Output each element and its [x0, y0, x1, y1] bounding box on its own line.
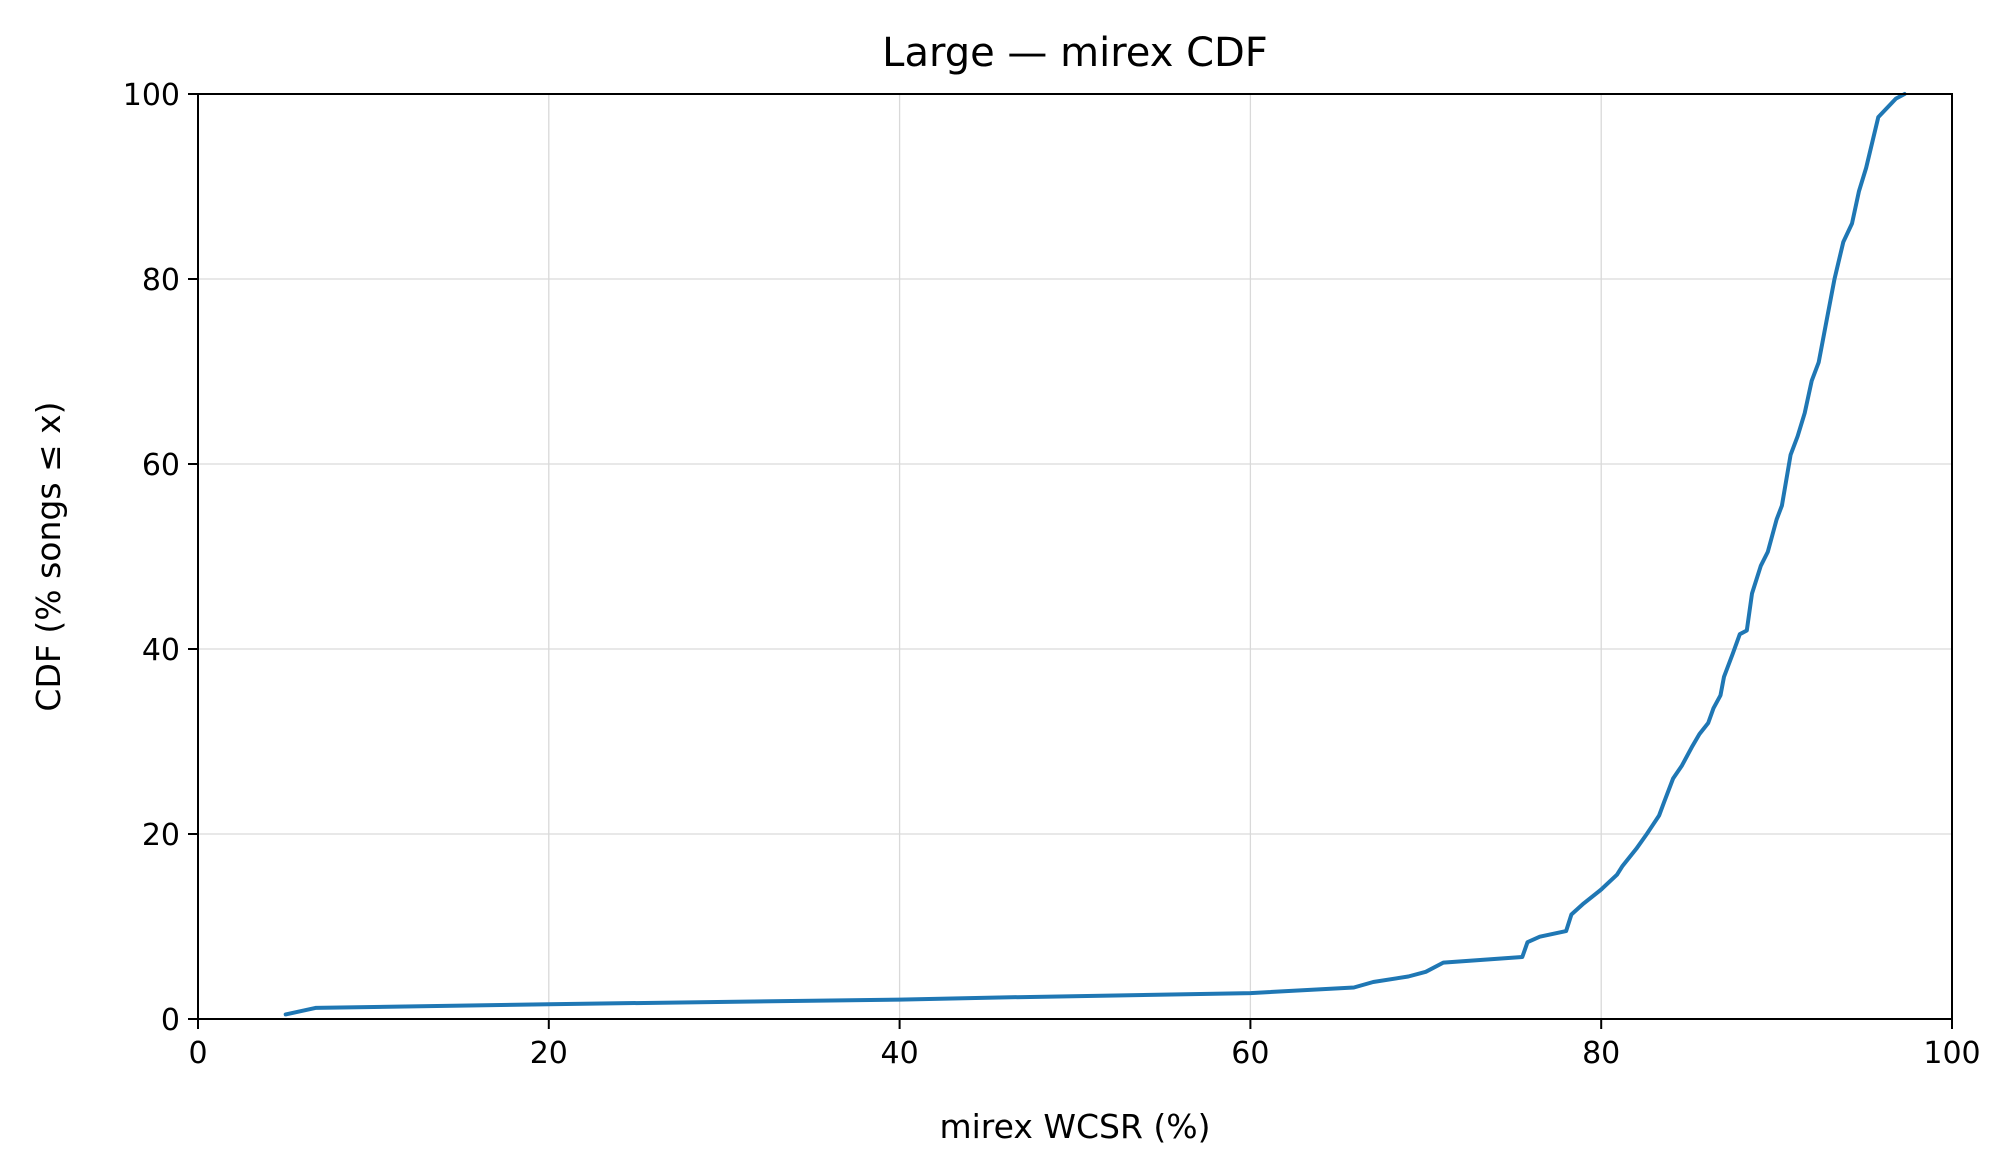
y-tick-label: 0: [161, 1003, 180, 1038]
y-tick-label: 60: [142, 448, 180, 483]
y-tick-label: 80: [142, 263, 180, 298]
y-axis-ticks: 0 20 40 60 80 100: [123, 78, 198, 1038]
y-tick-label: 20: [142, 818, 180, 853]
x-axis-ticks: 0 20 40 60 80 100: [188, 1019, 1981, 1071]
x-tick-label: 80: [1582, 1036, 1620, 1071]
x-tick-label: 40: [881, 1036, 919, 1071]
x-tick-label: 60: [1231, 1036, 1269, 1071]
plot-frame: [197, 93, 1953, 1020]
y-tick-label: 100: [123, 78, 180, 113]
series-group: [283, 92, 1907, 1017]
x-axis-label: mirex WCSR (%): [939, 1107, 1210, 1146]
y-tick-label: 40: [142, 633, 180, 668]
x-tick-label: 20: [530, 1036, 568, 1071]
cdf-series-line: [283, 92, 1907, 1017]
chart-title: Large — mirex CDF: [882, 30, 1268, 76]
x-tick-label: 100: [1923, 1036, 1980, 1071]
x-tick-label: 0: [188, 1036, 207, 1071]
y-axis-label: CDF (% songs ≤ x): [29, 401, 68, 711]
